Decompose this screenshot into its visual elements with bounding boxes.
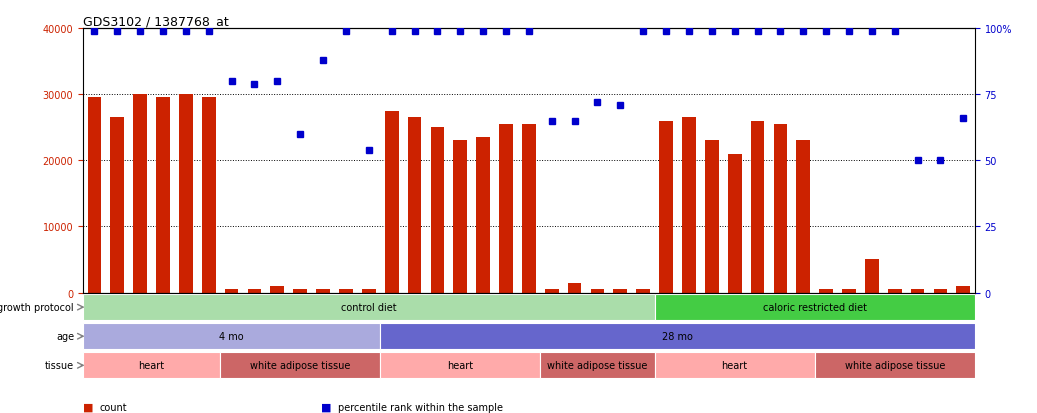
Bar (522, 125, 536, 293)
Text: white adipose tissue: white adipose tissue (844, 361, 945, 370)
Bar (202, 98, 216, 293)
FancyBboxPatch shape (654, 294, 975, 320)
Bar (385, 112, 398, 293)
Text: age: age (56, 331, 74, 342)
Bar (591, 290, 605, 293)
Bar (453, 141, 467, 293)
FancyBboxPatch shape (83, 323, 381, 349)
FancyBboxPatch shape (83, 294, 654, 320)
Bar (728, 154, 741, 293)
Bar (87, 98, 102, 293)
Bar (316, 290, 330, 293)
Bar (430, 128, 444, 293)
Bar (933, 290, 948, 293)
Bar (956, 286, 971, 293)
Text: count: count (100, 402, 128, 412)
Bar (865, 260, 878, 293)
FancyBboxPatch shape (540, 352, 654, 378)
Text: GDS3102 / 1387768_at: GDS3102 / 1387768_at (83, 15, 229, 28)
Bar (293, 290, 307, 293)
Text: tissue: tissue (45, 361, 74, 370)
Text: 4 mo: 4 mo (219, 331, 244, 342)
Bar (408, 118, 421, 293)
Bar (751, 121, 764, 293)
Text: white adipose tissue: white adipose tissue (548, 361, 648, 370)
Bar (614, 290, 627, 293)
FancyBboxPatch shape (815, 352, 975, 378)
Bar (682, 118, 696, 293)
Bar (476, 138, 491, 293)
Bar (544, 290, 559, 293)
Bar (110, 118, 124, 293)
Bar (637, 290, 650, 293)
Bar (660, 121, 673, 293)
FancyBboxPatch shape (381, 352, 540, 378)
FancyBboxPatch shape (381, 323, 975, 349)
Bar (339, 290, 353, 293)
Bar (362, 290, 375, 293)
Text: heart: heart (722, 361, 748, 370)
Text: ■: ■ (83, 402, 93, 412)
Text: growth protocol: growth protocol (0, 302, 74, 312)
Bar (134, 95, 147, 293)
Text: caloric restricted diet: caloric restricted diet (762, 302, 867, 312)
FancyBboxPatch shape (83, 352, 220, 378)
Bar (567, 283, 582, 293)
Bar (796, 141, 810, 293)
Bar (499, 125, 513, 293)
Text: heart: heart (139, 361, 165, 370)
Bar (910, 290, 924, 293)
Text: heart: heart (447, 361, 473, 370)
Bar (225, 290, 239, 293)
Bar (888, 290, 901, 293)
Text: control diet: control diet (341, 302, 396, 312)
FancyBboxPatch shape (220, 352, 381, 378)
Bar (271, 286, 284, 293)
Bar (248, 290, 261, 293)
Bar (774, 125, 787, 293)
Bar (157, 98, 170, 293)
Bar (179, 95, 193, 293)
Text: percentile rank within the sample: percentile rank within the sample (338, 402, 503, 412)
Text: ■: ■ (321, 402, 332, 412)
Bar (705, 141, 719, 293)
FancyBboxPatch shape (654, 352, 815, 378)
Bar (842, 290, 856, 293)
Text: white adipose tissue: white adipose tissue (250, 361, 351, 370)
Bar (819, 290, 833, 293)
Text: 28 mo: 28 mo (662, 331, 693, 342)
